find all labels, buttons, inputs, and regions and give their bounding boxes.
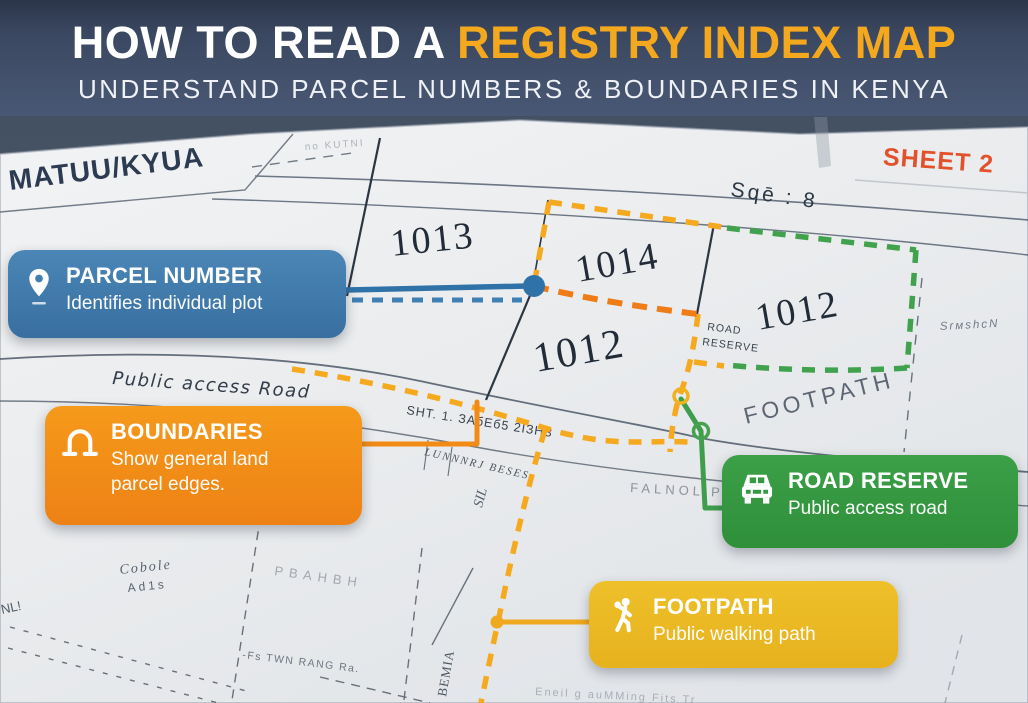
boundaries-connector	[358, 399, 480, 447]
page-subtitle: UNDERSTAND PARCEL NUMBERS & BOUNDARIES I…	[77, 74, 951, 104]
callout-boundaries: BOUNDARIES Show general land parcel edge…	[45, 406, 362, 525]
road-reserve-dashed-green	[725, 225, 919, 373]
map-pin-icon	[29, 268, 49, 305]
callout-title: FOOTPATH	[653, 594, 774, 619]
callout-text: FOOTPATH Public walking path	[653, 594, 816, 648]
map-label-cobole2: Ad1s	[127, 577, 168, 595]
map-label-srmshc: SrмshcN	[940, 318, 1000, 333]
page-title-prefix: HOW TO READ A	[71, 17, 458, 68]
callout-title: BOUNDARIES	[111, 419, 263, 444]
connector-ring-yellow	[672, 387, 690, 405]
callout-text: BOUNDARIES Show general land parcel edge…	[111, 419, 268, 497]
callout-text: PARCEL NUMBER Identifies individual plot	[66, 263, 262, 317]
paper-crease	[854, 179, 1028, 194]
page-title-accent: REGISTRY INDEX MAP	[457, 17, 957, 68]
paper-fold-shadow	[814, 117, 831, 168]
callout-description: Show general land parcel edges.	[111, 448, 268, 497]
parcel-number-dot	[523, 275, 545, 297]
callout-connectors	[343, 275, 729, 629]
boundary-arch-icon	[62, 429, 98, 456]
connector-ring-green	[691, 421, 711, 441]
callout-description: Identifies individual plot	[66, 293, 263, 315]
map-label-sil: SIL	[471, 486, 491, 509]
boundary-dashed-yellow	[291, 199, 725, 703]
car-icon	[741, 474, 773, 504]
map-label-nl: NL!	[0, 598, 22, 617]
map-label-road: ROAD	[707, 321, 743, 337]
callout-text: ROAD RESERVE Public access road	[788, 468, 968, 522]
map-label-falnol: FALNOL Р	[630, 480, 724, 500]
page-title: HOW TO READ A REGISTRY INDEX MAP	[0, 20, 1028, 65]
highlight-dashed-orange	[533, 283, 698, 317]
callout-parcel-number: PARCEL NUMBER Identifies individual plot	[8, 250, 346, 338]
footpath-dot	[490, 615, 504, 629]
callout-description: Public walking path	[653, 624, 816, 646]
parcel-number-1013: 1013	[389, 214, 477, 265]
callout-description: Public access road	[788, 498, 948, 520]
callout-footpath: FOOTPATH Public walking path	[589, 581, 898, 668]
callout-title: PARCEL NUMBER	[66, 263, 263, 288]
road-reserve-connector	[678, 396, 729, 511]
parcel-number-connector	[343, 283, 531, 293]
callout-description-line2: parcel edges.	[111, 473, 226, 495]
callout-description-line1: Show general land	[111, 449, 269, 471]
walking-person-icon	[614, 597, 632, 633]
map-label-cobole: Cobole	[119, 558, 173, 578]
map-label-kutni: no KUTNI	[304, 138, 365, 153]
header-banner: HOW TO READ A REGISTRY INDEX MAP UNDERST…	[0, 0, 1028, 116]
callout-title: ROAD RESERVE	[788, 468, 969, 493]
footpath-dashed-line	[478, 429, 548, 703]
callout-road-reserve: ROAD RESERVE Public access road	[722, 455, 1018, 548]
